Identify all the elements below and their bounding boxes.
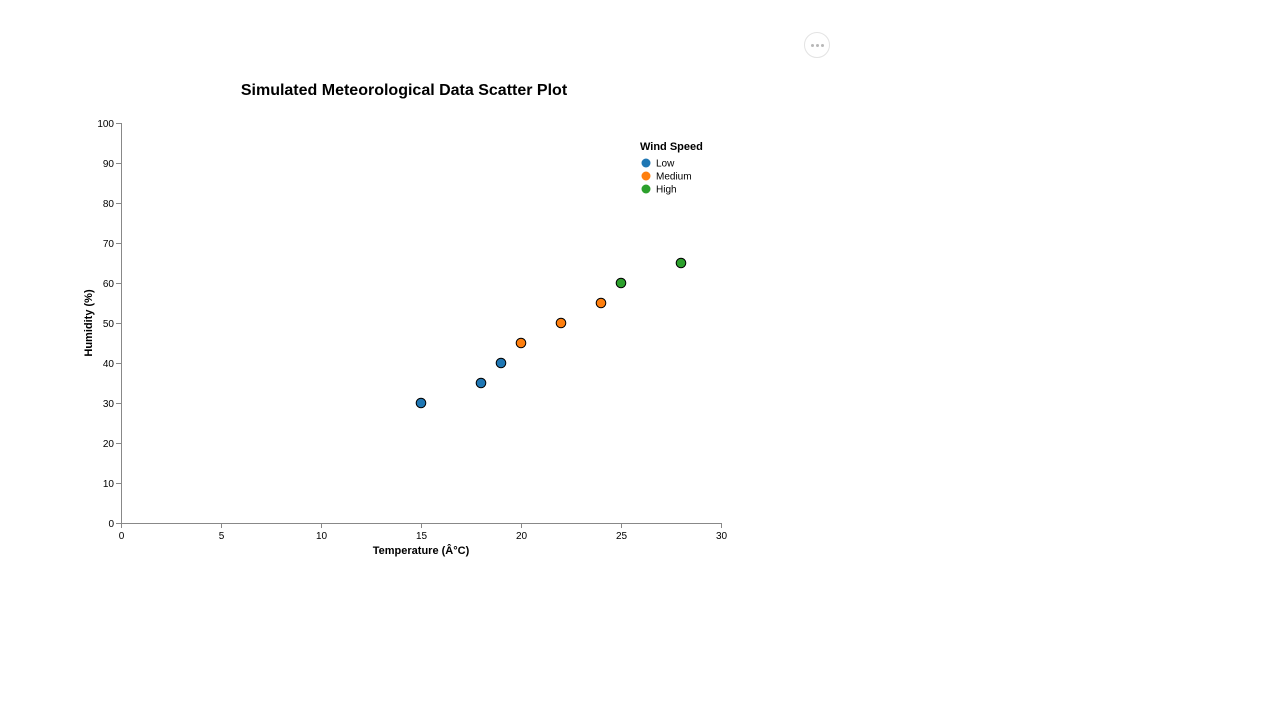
more-horizontal-icon-dot	[820, 43, 824, 47]
data-point[interactable]	[415, 397, 427, 409]
y-tick-label: 70	[103, 239, 115, 250]
y-tick-label: 0	[108, 519, 114, 530]
x-tick-label: 5	[219, 531, 225, 542]
legend-swatch	[641, 171, 651, 181]
y-tick-label: 20	[103, 439, 115, 450]
data-point[interactable]	[675, 257, 687, 269]
x-tick-label: 0	[119, 531, 125, 542]
chart-title: Simulated Meteorological Data Scatter Pl…	[241, 82, 568, 99]
data-point[interactable]	[495, 357, 507, 369]
y-axis-title: Humidity (%)	[83, 289, 95, 357]
legend-label: Low	[656, 159, 675, 170]
chart-actions-button[interactable]	[804, 32, 830, 58]
x-tick-label: 25	[616, 531, 628, 542]
y-tick-label: 10	[103, 479, 115, 490]
x-tick-label: 30	[716, 531, 728, 542]
legend-label: Medium	[656, 172, 692, 183]
data-point[interactable]	[555, 317, 567, 329]
y-tick-label: 60	[103, 279, 115, 290]
data-points	[415, 257, 687, 409]
x-tick-label: 20	[516, 531, 528, 542]
y-tick-label: 40	[103, 359, 115, 370]
x-tick-label: 10	[316, 531, 328, 542]
axes: 0 5 10 15 20 25 30 0 10 20 30 40 50 60 70 80 90 100	[97, 119, 727, 542]
y-tick-label: 80	[103, 199, 115, 210]
legend-swatch	[641, 158, 651, 168]
y-tick-label: 90	[103, 159, 115, 170]
legend: Wind Speed Low Medium High	[640, 141, 703, 196]
more-horizontal-icon	[810, 43, 814, 47]
legend-label: High	[656, 185, 677, 196]
y-tick-label: 100	[97, 119, 114, 130]
data-point[interactable]	[615, 277, 627, 289]
legend-swatch	[641, 184, 651, 194]
data-point[interactable]	[595, 297, 607, 309]
x-tick-label: 15	[416, 531, 428, 542]
x-axis-title: Temperature (Â°C)	[373, 544, 470, 557]
y-tick-label: 50	[103, 319, 115, 330]
y-tick-label: 30	[103, 399, 115, 410]
data-point[interactable]	[515, 337, 527, 349]
legend-title: Wind Speed	[640, 141, 703, 153]
data-point[interactable]	[475, 377, 487, 389]
more-horizontal-icon-dot	[815, 43, 819, 47]
